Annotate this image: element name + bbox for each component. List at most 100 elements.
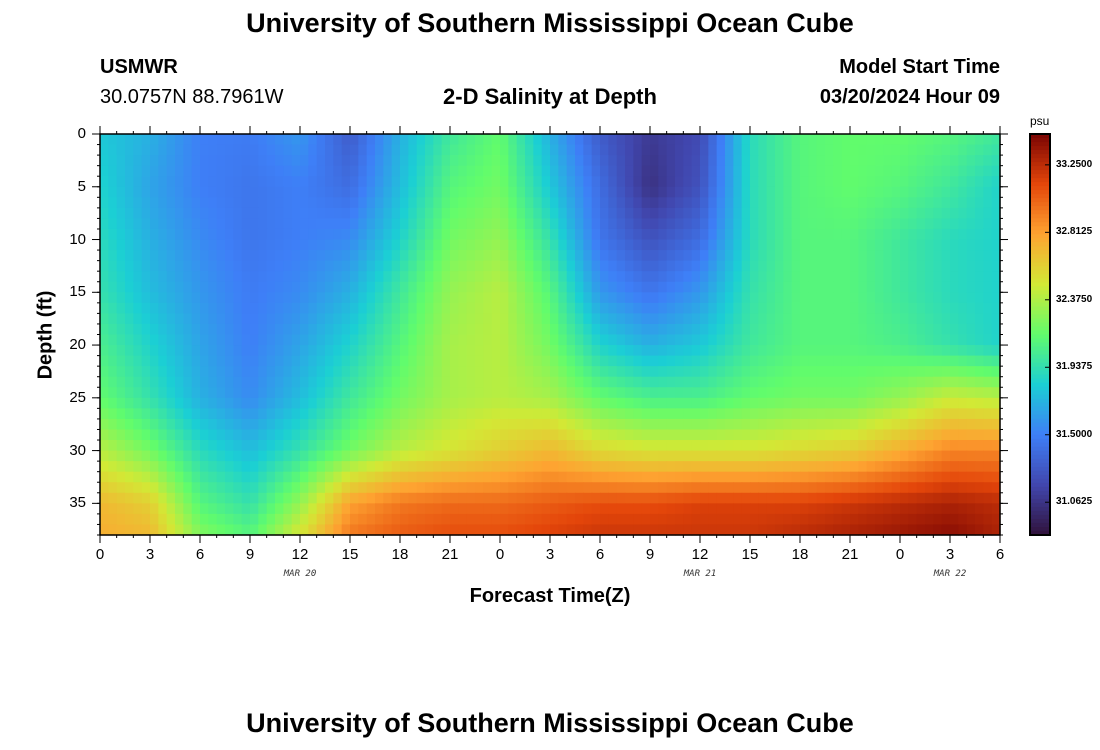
heatmap-cell <box>591 239 601 251</box>
heatmap-cell <box>600 471 609 483</box>
heatmap-cell <box>958 345 968 357</box>
heatmap-cell <box>941 134 951 146</box>
heatmap-cell <box>491 355 501 367</box>
heatmap-cell <box>550 376 559 388</box>
heatmap-cell <box>175 513 184 526</box>
heatmap-cell <box>625 176 634 188</box>
heatmap-cell <box>616 345 626 357</box>
heatmap-cell <box>141 450 151 462</box>
heatmap-cell <box>283 450 293 462</box>
colorbar-segment <box>1030 262 1050 267</box>
heatmap-cell <box>575 323 584 336</box>
heatmap-cell <box>158 482 168 494</box>
heatmap-cell <box>283 186 293 198</box>
heatmap-cell <box>733 408 743 420</box>
heatmap-cell <box>333 513 343 526</box>
heatmap-cell <box>875 355 884 367</box>
heatmap-cell <box>216 281 226 293</box>
heatmap-cell <box>908 313 918 325</box>
heatmap-cell <box>341 492 351 504</box>
heatmap-cell <box>766 376 776 388</box>
heatmap-cell <box>666 503 676 515</box>
heatmap-cell <box>666 471 676 483</box>
heatmap-cell <box>116 429 126 441</box>
heatmap-cell <box>191 376 201 388</box>
heatmap-cell <box>350 503 359 515</box>
heatmap-cell <box>333 197 343 209</box>
heatmap-cell <box>841 144 851 156</box>
heatmap-cell <box>366 376 376 388</box>
heatmap-cell <box>475 281 484 293</box>
heatmap-cell <box>216 387 226 399</box>
heatmap-cell <box>408 440 418 452</box>
heatmap-cell <box>975 281 984 293</box>
heatmap-cell <box>758 197 768 209</box>
heatmap-cell <box>150 323 159 336</box>
heatmap-cell <box>850 207 859 220</box>
heatmap-cell <box>425 197 434 209</box>
heatmap-cell <box>658 292 668 304</box>
heatmap-cell <box>141 186 151 198</box>
heatmap-cell <box>458 218 468 230</box>
heatmap-cell <box>691 461 701 473</box>
heatmap-cell <box>400 302 409 314</box>
heatmap-cell <box>708 482 718 494</box>
heatmap-cell <box>525 408 534 420</box>
heatmap-cell <box>308 281 318 293</box>
heatmap-cell <box>775 429 784 441</box>
heatmap-cell <box>158 524 168 536</box>
heatmap-cell <box>108 334 118 346</box>
heatmap-cell <box>225 281 234 293</box>
heatmap-cell <box>366 176 376 188</box>
heatmap-cell <box>433 345 443 357</box>
heatmap-cell <box>433 440 443 452</box>
heatmap-cell <box>216 165 226 177</box>
heatmap-cell <box>975 144 984 156</box>
heatmap-cell <box>900 218 909 230</box>
heatmap-cell <box>991 207 1001 220</box>
heatmap-cell <box>158 513 168 526</box>
heatmap-cell <box>341 186 351 198</box>
colorbar-segment <box>1030 278 1050 283</box>
heatmap-cell <box>408 144 418 156</box>
heatmap-cell <box>733 302 743 314</box>
heatmap-cell <box>191 271 201 283</box>
heatmap-cell <box>525 207 534 220</box>
colorbar-segment <box>1030 234 1050 239</box>
heatmap-cell <box>191 334 201 346</box>
heatmap-cell <box>658 228 668 241</box>
heatmap-cell <box>408 197 418 209</box>
heatmap-cell <box>458 197 468 209</box>
heatmap-cell <box>716 134 726 146</box>
heatmap-cell <box>966 218 976 230</box>
heatmap-cell <box>400 165 409 177</box>
heatmap-cell <box>150 302 159 314</box>
heatmap-cell <box>391 334 401 346</box>
heatmap-cell <box>433 144 443 156</box>
heatmap-cell <box>100 461 109 473</box>
heatmap-cell <box>500 450 509 462</box>
heatmap-cell <box>816 355 826 367</box>
heatmap-cell <box>916 144 926 156</box>
heatmap-cell <box>241 239 251 251</box>
heatmap-cell <box>141 197 151 209</box>
heatmap-cell <box>925 450 934 462</box>
heatmap-cell <box>583 165 593 177</box>
heatmap-cell <box>933 376 943 388</box>
heatmap-cell <box>308 271 318 283</box>
heatmap-cell <box>100 155 109 167</box>
heatmap-cell <box>608 387 618 399</box>
heatmap-cell <box>208 345 218 357</box>
heatmap-cell <box>616 450 626 462</box>
heatmap-cell <box>191 397 201 409</box>
heatmap-cell <box>200 281 209 293</box>
heatmap-cell <box>108 239 118 251</box>
heatmap-cell <box>575 302 584 314</box>
heatmap-cell <box>200 302 209 314</box>
heatmap-cell <box>725 492 734 504</box>
heatmap-cell <box>425 228 434 241</box>
heatmap-cell <box>675 440 684 452</box>
heatmap-cell <box>366 260 376 272</box>
heatmap-cell <box>950 218 959 230</box>
heatmap-cell <box>875 366 884 378</box>
